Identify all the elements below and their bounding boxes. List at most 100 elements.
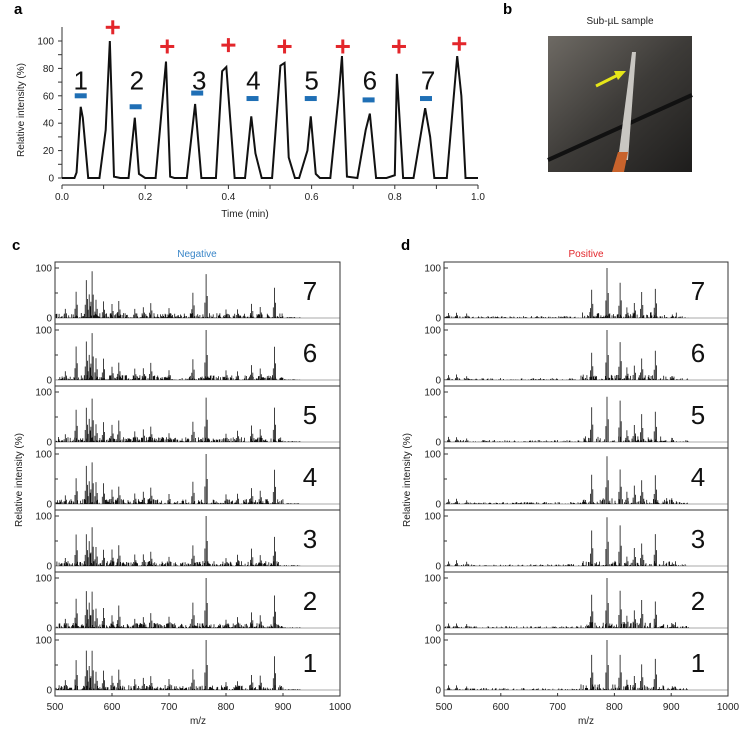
negative-mode-marker <box>246 96 259 102</box>
panel-label-c: c <box>12 237 20 254</box>
spectrum-number: 5 <box>691 400 705 430</box>
y-tick-label: 0 <box>46 624 52 635</box>
spectrum-number: 1 <box>303 648 317 678</box>
y-tick-label: 0 <box>46 438 52 449</box>
y-tick-label: 100 <box>35 450 52 461</box>
panel-label-a: a <box>14 1 23 18</box>
spectrum-row-frame <box>443 323 729 387</box>
y-tick-label: 100 <box>35 388 52 399</box>
mass-spectrum-peaks <box>444 330 689 380</box>
sample-number: 4 <box>246 65 260 95</box>
mass-spectrum-peaks <box>445 517 687 566</box>
mass-spectrum-peaks <box>55 271 301 318</box>
y-tick-label: 100 <box>424 264 441 275</box>
mass-spectrum-peaks <box>56 330 301 380</box>
positive-mode-marker <box>221 38 236 53</box>
plus-icon-v <box>226 38 230 53</box>
positive-mode-marker <box>277 39 292 54</box>
y-tick-label: 0 <box>46 500 52 511</box>
x-tick-label: 900 <box>663 702 680 713</box>
spectrum-number: 2 <box>303 586 317 616</box>
y-tick-label: 100 <box>424 450 441 461</box>
y-tick-label: 100 <box>424 326 441 337</box>
y-tick-label: 0 <box>46 686 52 697</box>
y-tick-label: 0 <box>435 500 441 511</box>
panel-d-ylabel: Relative intensity (%) <box>402 433 413 527</box>
y-tick-label: 100 <box>35 264 52 275</box>
sample-number: 3 <box>192 65 206 95</box>
spectrum-number: 7 <box>691 276 705 306</box>
spectrum-row-frame <box>443 447 729 511</box>
y-tick-label: 100 <box>424 574 441 585</box>
plus-icon-v <box>397 39 401 54</box>
y-tick-label: 0 <box>46 562 52 573</box>
negative-mode-marker <box>362 97 375 103</box>
panel-c-chart: Negative m/z Relative intensity (%) 1000… <box>14 249 352 727</box>
x-tick-label: 1000 <box>717 702 740 713</box>
sample-number: 6 <box>363 65 377 95</box>
y-tick-label: 0 <box>48 174 54 185</box>
panel-a-chart: Time (min) Relative intensity (%) 0 20 40 6… <box>16 20 485 220</box>
x-tick-label: 0.4 <box>221 192 235 203</box>
spectrum-number: 3 <box>691 524 705 554</box>
y-tick-label: 0 <box>435 624 441 635</box>
mass-spectrum-peaks <box>55 516 301 566</box>
mass-spectrum-peaks <box>444 268 689 318</box>
panel-b-photo: Sub-µL sample <box>547 16 693 172</box>
x-tick-label: 0.2 <box>138 192 152 203</box>
x-tick-label: 0.8 <box>388 192 402 203</box>
x-tick-label: 700 <box>549 702 566 713</box>
pipette-tip-icon <box>618 52 636 160</box>
panel-label-b: b <box>503 1 512 18</box>
y-tick-label: 0 <box>435 438 441 449</box>
y-tick-label: 0 <box>435 686 441 697</box>
panel-c-ylabel: Relative intensity (%) <box>14 433 25 527</box>
y-tick-label: 100 <box>35 574 52 585</box>
positive-mode-marker <box>160 39 175 54</box>
x-tick-label: 0.6 <box>305 192 319 203</box>
y-tick-label: 100 <box>424 388 441 399</box>
y-tick-label: 80 <box>43 64 55 75</box>
y-tick-label: 0 <box>46 376 52 387</box>
plus-icon-v <box>111 20 115 35</box>
y-tick-label: 100 <box>35 326 52 337</box>
spectrum-row-frame <box>443 571 729 635</box>
sample-number: 2 <box>130 65 144 95</box>
spectrum-number: 4 <box>691 462 705 492</box>
spectrum-number: 5 <box>303 400 317 430</box>
y-tick-label: 100 <box>35 512 52 523</box>
sample-number: 1 <box>73 65 87 95</box>
plus-icon-v <box>283 39 287 54</box>
mass-spectrum-peaks <box>55 640 301 690</box>
x-tick-label: 500 <box>436 702 453 713</box>
spectrum-row-frame <box>443 261 729 325</box>
y-tick-label: 100 <box>37 37 54 48</box>
panel-c-xlabel: m/z <box>190 716 206 727</box>
y-tick-label: 100 <box>35 636 52 647</box>
positive-mode-marker <box>105 20 120 35</box>
panel-a-ylabel: Relative intensity (%) <box>16 63 27 157</box>
x-tick-label: 800 <box>606 702 623 713</box>
y-tick-label: 0 <box>435 562 441 573</box>
x-tick-label: 1000 <box>329 702 352 713</box>
x-tick-label: 900 <box>275 702 292 713</box>
y-tick-label: 0 <box>435 314 441 325</box>
positive-mode-marker <box>391 39 406 54</box>
spectrum-number: 7 <box>303 276 317 306</box>
panel-c-title: Negative <box>177 249 217 260</box>
spectrum-number: 6 <box>691 338 705 368</box>
pipette-body <box>612 152 628 172</box>
plus-icon-v <box>165 39 169 54</box>
y-tick-label: 0 <box>435 376 441 387</box>
mass-spectrum-peaks <box>444 640 688 690</box>
x-tick-label: 1.0 <box>471 192 485 203</box>
mass-spectrum-peaks <box>444 396 689 442</box>
arrow-icon <box>595 71 626 88</box>
x-tick-label: 0.0 <box>55 192 69 203</box>
y-tick-label: 40 <box>43 119 55 130</box>
negative-mode-marker <box>191 90 204 96</box>
intensity-trace <box>62 40 478 180</box>
spectrum-number: 1 <box>691 648 705 678</box>
positive-mode-marker <box>335 39 350 54</box>
spectrum-row-frame <box>54 385 341 449</box>
